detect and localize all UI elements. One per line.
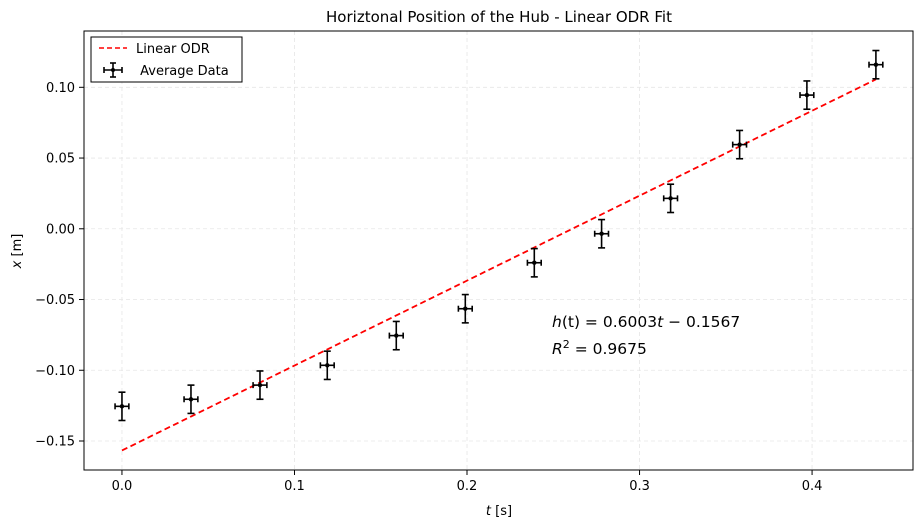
grid-lines bbox=[84, 31, 913, 470]
fit-line-group bbox=[121, 78, 877, 452]
x-tick-label: 0.0 bbox=[112, 479, 133, 494]
fit-equation: h(t) = 0.6003t − 0.1567 bbox=[552, 313, 740, 331]
data-point bbox=[731, 129, 748, 160]
data-point bbox=[319, 350, 335, 381]
x-tick-label: 0.2 bbox=[457, 479, 478, 494]
data-point bbox=[868, 49, 884, 80]
data-marker bbox=[394, 333, 399, 338]
legend-box bbox=[90, 36, 243, 83]
fit-line bbox=[121, 78, 877, 452]
data-point bbox=[799, 80, 815, 111]
data-marker bbox=[599, 231, 604, 236]
x-tick-label: 0.4 bbox=[802, 479, 823, 494]
x-tick-label: 0.1 bbox=[284, 479, 305, 494]
data-marker bbox=[463, 306, 468, 311]
y-tick-label: 0.05 bbox=[46, 152, 75, 167]
data-point bbox=[526, 247, 543, 278]
legend-fit-label: Linear ODR bbox=[136, 42, 210, 57]
x-tick-label: 0.3 bbox=[629, 479, 650, 494]
axes-frame bbox=[83, 30, 914, 471]
data-point bbox=[183, 384, 199, 415]
data-marker bbox=[873, 62, 879, 67]
data-point bbox=[457, 293, 473, 324]
y-axis-ticks: −0.15 −0.10 −0.05 0.00 0.05 0.10 bbox=[35, 81, 84, 449]
data-point bbox=[662, 183, 679, 214]
data-marker bbox=[804, 92, 810, 98]
y-tick-label: −0.05 bbox=[35, 293, 75, 308]
chart-title: Horiztonal Position of the Hub - Linear … bbox=[326, 8, 672, 26]
data-marker bbox=[532, 260, 537, 265]
data-point bbox=[593, 218, 610, 249]
data-point bbox=[114, 391, 130, 422]
data-marker bbox=[737, 142, 742, 147]
data-point bbox=[388, 320, 404, 351]
data-marker bbox=[119, 404, 125, 409]
y-tick-label: −0.15 bbox=[35, 434, 75, 449]
data-points-group bbox=[114, 49, 884, 422]
data-point bbox=[252, 370, 268, 401]
data-marker bbox=[188, 397, 194, 402]
x-axis-label: t [s] bbox=[486, 504, 512, 519]
data-marker bbox=[257, 382, 263, 388]
x-axis-ticks: 0.0 0.1 0.2 0.3 0.4 bbox=[112, 470, 823, 494]
data-marker bbox=[668, 196, 673, 201]
y-tick-label: 0.10 bbox=[46, 81, 75, 96]
y-tick-label: 0.00 bbox=[46, 222, 75, 237]
y-tick-label: −0.10 bbox=[35, 364, 75, 379]
r-squared: R2 = 0.9675 bbox=[552, 338, 647, 358]
legend-data-label: Average Data bbox=[136, 64, 229, 79]
legend-data-swatch bbox=[103, 62, 123, 78]
data-marker bbox=[325, 363, 330, 368]
y-axis-label: x [m] bbox=[10, 234, 25, 270]
legend: Linear ODR Average Data bbox=[90, 36, 243, 83]
